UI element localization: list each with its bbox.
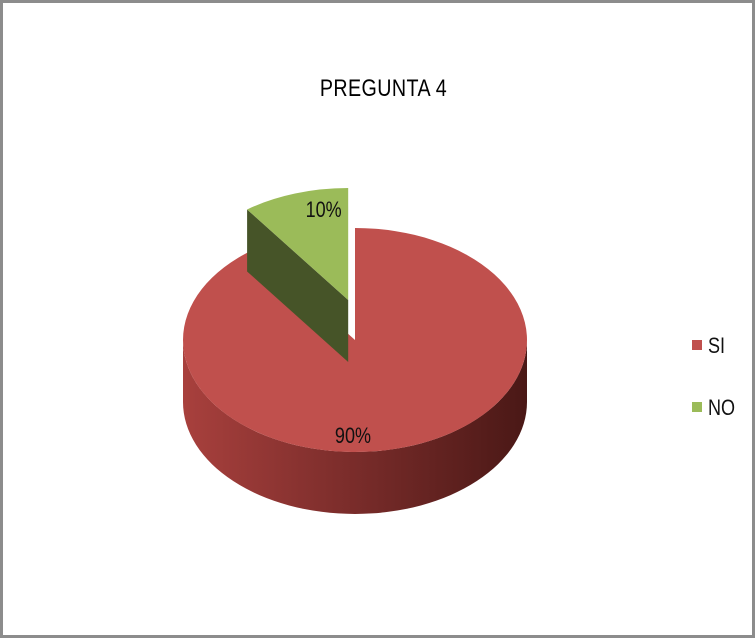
data-label-no: 10%: [306, 198, 342, 222]
pie-slice-no: [247, 188, 349, 301]
legend-swatch-si: [692, 340, 702, 350]
data-label-si: 90%: [335, 424, 371, 448]
legend-swatch-no: [692, 402, 702, 412]
chart-title: PREGUNTA 4: [319, 75, 448, 102]
pie-slice-si: [183, 228, 527, 453]
legend-label-no: NO: [708, 395, 736, 420]
pie-wall-no-0: [247, 209, 349, 363]
pie-rim-si: [183, 340, 527, 514]
legend-label-si: SI: [708, 333, 726, 358]
